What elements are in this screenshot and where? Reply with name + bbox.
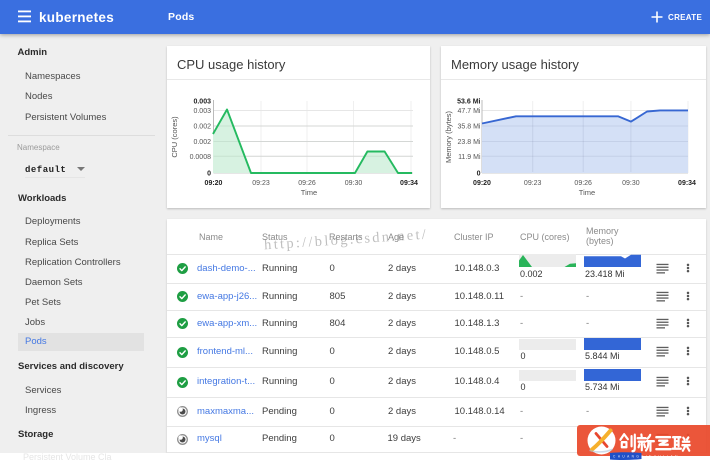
- svg-text:0.002: 0.002: [193, 139, 211, 146]
- svg-text:35.8 Mi: 35.8 Mi: [458, 124, 481, 131]
- svg-text:11.9 Mi: 11.9 Mi: [458, 154, 481, 161]
- svg-text:09:30: 09:30: [622, 180, 640, 187]
- svg-text:CHUANGXINHULIAN: CHUANGXINHULIAN: [613, 455, 680, 459]
- svg-text:09:30: 09:30: [345, 180, 363, 187]
- svg-text:0.003: 0.003: [193, 108, 211, 115]
- svg-text:0.003: 0.003: [193, 99, 211, 106]
- svg-text:0: 0: [207, 171, 211, 178]
- svg-text:09:20: 09:20: [205, 180, 223, 187]
- svg-text:Time: Time: [301, 188, 317, 197]
- svg-text:09:23: 09:23: [252, 180, 270, 187]
- svg-text:53.6 Mi: 53.6 Mi: [457, 99, 480, 106]
- svg-text:09:26: 09:26: [574, 180, 592, 187]
- svg-text:0.002: 0.002: [193, 124, 211, 131]
- svg-text:09:34: 09:34: [400, 180, 418, 187]
- svg-text:Time: Time: [579, 188, 595, 197]
- svg-text:CPU (cores): CPU (cores): [170, 116, 179, 158]
- svg-text:0: 0: [477, 171, 481, 178]
- svg-text:47.7 Mi: 47.7 Mi: [458, 108, 481, 115]
- svg-text:Memory (bytes): Memory (bytes): [444, 110, 453, 163]
- svg-text:0.0008: 0.0008: [190, 154, 212, 161]
- svg-text:09:34: 09:34: [678, 180, 696, 187]
- svg-text:09:23: 09:23: [524, 180, 542, 187]
- svg-text:09:20: 09:20: [473, 180, 491, 187]
- svg-text:23.8 Mi: 23.8 Mi: [458, 139, 481, 146]
- svg-text:09:26: 09:26: [298, 180, 316, 187]
